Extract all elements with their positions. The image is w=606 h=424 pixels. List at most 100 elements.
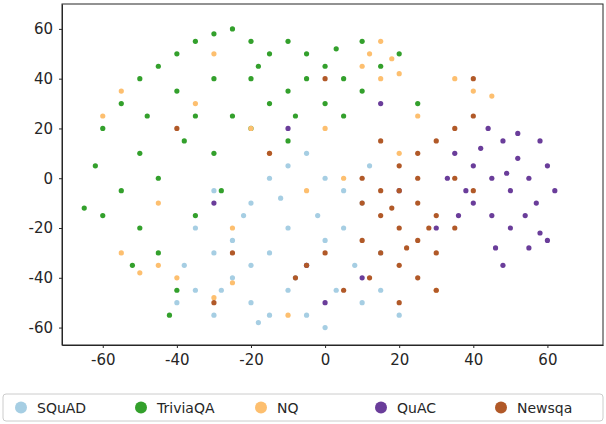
tick: 20	[34, 120, 62, 138]
point	[119, 188, 124, 193]
tick-label: 60	[34, 20, 53, 38]
chart: -60-40-200204060-60-40-200204060SQuADTri…	[0, 0, 606, 424]
point	[230, 113, 235, 118]
point	[156, 250, 161, 255]
point	[397, 188, 402, 193]
point	[230, 238, 235, 243]
point	[397, 188, 402, 193]
legend-marker	[255, 402, 267, 414]
point	[315, 213, 320, 218]
point	[267, 176, 272, 181]
point	[100, 213, 105, 218]
tick: -20	[239, 345, 263, 369]
series	[82, 26, 421, 317]
point	[322, 250, 327, 255]
point	[267, 151, 272, 156]
tick-label: 20	[390, 351, 409, 369]
point	[456, 213, 461, 218]
point	[211, 313, 216, 318]
point	[304, 263, 309, 268]
point	[137, 151, 142, 156]
tick-label: -40	[165, 351, 190, 369]
tick-label: -60	[29, 319, 54, 337]
point	[415, 238, 420, 243]
point	[285, 313, 290, 318]
point	[341, 188, 346, 193]
point	[378, 138, 383, 143]
point	[137, 225, 142, 230]
point	[378, 188, 383, 193]
tick: 60	[34, 20, 62, 38]
point	[322, 126, 327, 131]
y-axis: -60-40-200204060	[29, 5, 63, 346]
point	[267, 51, 272, 56]
point	[471, 76, 476, 81]
tick: 40	[464, 345, 483, 369]
point	[397, 225, 402, 230]
point	[378, 288, 383, 293]
point	[389, 206, 394, 211]
point	[489, 176, 494, 181]
tick-label: 0	[43, 170, 53, 188]
point	[193, 213, 198, 218]
point	[341, 113, 346, 118]
point	[478, 146, 483, 151]
tick: -60	[91, 345, 116, 369]
point	[285, 225, 290, 230]
series	[211, 101, 557, 305]
point	[119, 101, 124, 106]
point	[248, 39, 253, 44]
point	[471, 188, 476, 193]
point	[304, 76, 309, 81]
legend-marker	[15, 402, 27, 414]
point	[267, 101, 272, 106]
point	[493, 245, 498, 250]
point	[174, 89, 179, 94]
point	[193, 39, 198, 44]
point	[119, 250, 124, 255]
point	[378, 213, 383, 218]
point	[415, 151, 420, 156]
point	[463, 188, 468, 193]
point	[285, 138, 290, 143]
point	[334, 46, 339, 51]
points	[82, 26, 558, 330]
point	[397, 313, 402, 318]
point	[434, 250, 439, 255]
point	[360, 39, 365, 44]
point	[397, 263, 402, 268]
point	[367, 51, 372, 56]
point	[182, 263, 187, 268]
point	[174, 288, 179, 293]
tick: 40	[34, 70, 62, 88]
legend-label: NQ	[277, 400, 299, 416]
series	[100, 39, 494, 318]
point	[515, 131, 520, 136]
point	[174, 126, 179, 131]
point	[211, 250, 216, 255]
point	[267, 250, 272, 255]
point	[415, 176, 420, 181]
point	[341, 225, 346, 230]
point	[378, 76, 383, 81]
point	[137, 270, 142, 275]
point	[322, 238, 327, 243]
legend-label: TriviaQA	[156, 400, 215, 416]
point	[397, 163, 402, 168]
point	[211, 201, 216, 206]
point	[119, 89, 124, 94]
point	[304, 188, 309, 193]
point	[219, 188, 224, 193]
point	[156, 176, 161, 181]
point	[211, 51, 216, 56]
point	[378, 39, 383, 44]
point	[434, 288, 439, 293]
point	[415, 275, 420, 280]
point	[341, 76, 346, 81]
point	[193, 288, 198, 293]
point	[230, 280, 235, 285]
point	[285, 288, 290, 293]
point	[322, 176, 327, 181]
point	[241, 213, 246, 218]
point	[537, 230, 542, 235]
